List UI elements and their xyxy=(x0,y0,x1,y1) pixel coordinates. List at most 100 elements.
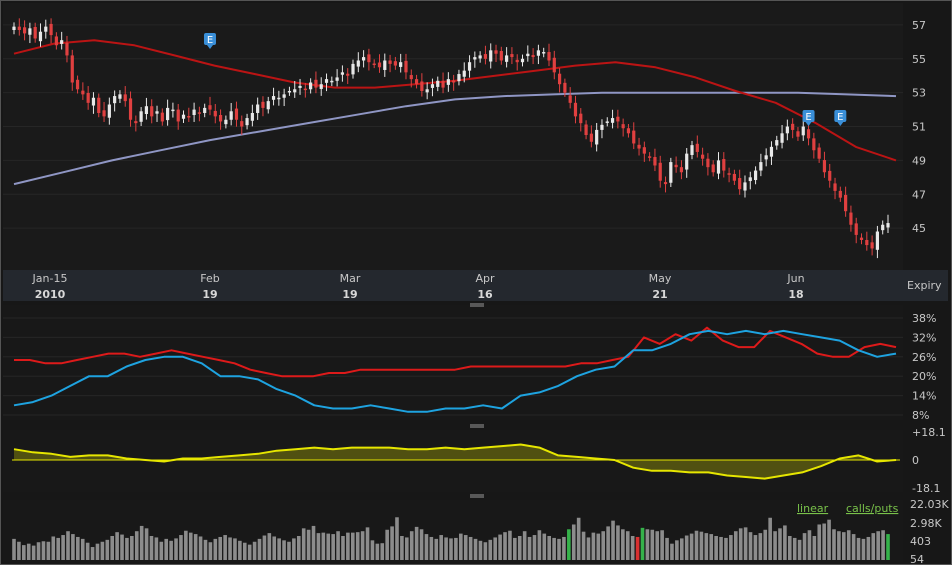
volume-bar xyxy=(444,537,448,560)
earnings-letter: E xyxy=(805,112,811,123)
volume-bar xyxy=(306,529,311,560)
volume-bar xyxy=(257,538,262,560)
expiry-label[interactable]: Expiry xyxy=(907,279,942,292)
volume-bar xyxy=(738,528,743,560)
volume-bar xyxy=(861,538,866,560)
candle xyxy=(86,86,90,110)
volume-bar xyxy=(567,529,571,560)
candle xyxy=(17,18,21,36)
panel-splitter[interactable] xyxy=(470,424,484,428)
candle xyxy=(515,54,519,71)
volume-bar xyxy=(61,535,65,560)
candle xyxy=(91,92,96,114)
volume-bar xyxy=(832,529,836,560)
candle xyxy=(22,20,27,41)
date-tick-month: Jan-15 xyxy=(32,272,68,285)
volume-bar xyxy=(473,538,478,560)
iv-tick-label: 14% xyxy=(912,390,936,403)
volume-tick-label: 2.98K xyxy=(910,517,942,530)
panel-splitter[interactable] xyxy=(470,494,484,498)
candle-body xyxy=(812,138,816,151)
volume-bar xyxy=(463,535,468,560)
candle xyxy=(277,90,281,106)
volume-bar xyxy=(625,531,630,560)
earnings-marker[interactable]: E xyxy=(203,33,216,49)
candle xyxy=(568,87,572,109)
volume-bar xyxy=(76,536,80,560)
candle xyxy=(452,74,456,91)
iv-tick-label: 20% xyxy=(912,370,936,383)
price-tick-label: 55 xyxy=(912,53,926,66)
candle xyxy=(181,110,186,123)
candle xyxy=(531,48,535,65)
volume-bar xyxy=(571,524,576,560)
candle xyxy=(256,97,260,120)
volume-bar xyxy=(41,541,46,560)
candle-body xyxy=(250,112,254,121)
candle xyxy=(372,59,376,69)
candle-body xyxy=(287,90,292,93)
volume-bar xyxy=(424,534,429,560)
candle-body xyxy=(144,106,149,115)
candle xyxy=(70,49,74,91)
candle xyxy=(505,47,509,68)
volume-bar xyxy=(149,536,154,560)
volume-bar xyxy=(660,530,664,560)
linear-scale-link[interactable]: linear xyxy=(797,502,829,515)
candle xyxy=(324,73,329,92)
earnings-marker[interactable]: E xyxy=(802,110,815,126)
candle-body xyxy=(531,55,535,58)
volume-bar xyxy=(179,535,183,560)
candle xyxy=(351,59,355,79)
volume-tick-labels: 22.03K 2.98K 403 54 xyxy=(910,498,949,565)
candle-body xyxy=(499,51,503,61)
earnings-markers[interactable]: E E E xyxy=(203,33,847,126)
candle xyxy=(436,76,440,92)
volume-bar xyxy=(557,538,561,560)
candle xyxy=(97,93,101,118)
volume-bar xyxy=(493,537,497,560)
candle xyxy=(526,45,530,62)
date-tick-day: 18 xyxy=(788,288,803,301)
candle xyxy=(610,109,615,129)
volume-bar xyxy=(80,538,85,560)
candle-body xyxy=(616,116,620,122)
candle-body xyxy=(49,23,53,36)
candle xyxy=(139,107,143,127)
candle-body xyxy=(377,62,382,68)
candle-body xyxy=(854,223,858,235)
volume-bar xyxy=(733,531,738,560)
candle-body xyxy=(324,79,329,83)
volume-bar xyxy=(552,537,556,560)
volume-bar xyxy=(95,543,100,560)
date-tick-month: May xyxy=(649,272,672,285)
earnings-marker[interactable]: E xyxy=(834,110,847,126)
panel-splitter[interactable] xyxy=(470,303,484,307)
candle-body xyxy=(139,111,143,122)
volume-bar xyxy=(679,538,684,560)
candle-body xyxy=(600,124,604,130)
calls-puts-link[interactable]: calls/puts xyxy=(846,502,899,515)
volume-bar xyxy=(792,537,797,560)
volume-bar xyxy=(228,537,232,560)
candle xyxy=(425,82,429,100)
earnings-badge xyxy=(203,33,216,45)
candle xyxy=(759,153,763,177)
candle-body xyxy=(441,80,445,88)
candle-body xyxy=(621,124,625,129)
candle xyxy=(218,109,223,130)
candle xyxy=(414,74,419,89)
earnings-letter: E xyxy=(207,35,213,46)
volume-bar xyxy=(130,536,134,560)
volume-bar xyxy=(704,533,709,560)
candle-body xyxy=(637,144,641,149)
candle-body xyxy=(155,111,159,114)
candle xyxy=(536,44,540,65)
candle xyxy=(886,214,890,234)
candle xyxy=(711,160,715,177)
price-tick-label: 49 xyxy=(912,154,926,167)
candle xyxy=(293,80,297,98)
candle xyxy=(224,115,228,129)
candle-body xyxy=(828,170,832,181)
